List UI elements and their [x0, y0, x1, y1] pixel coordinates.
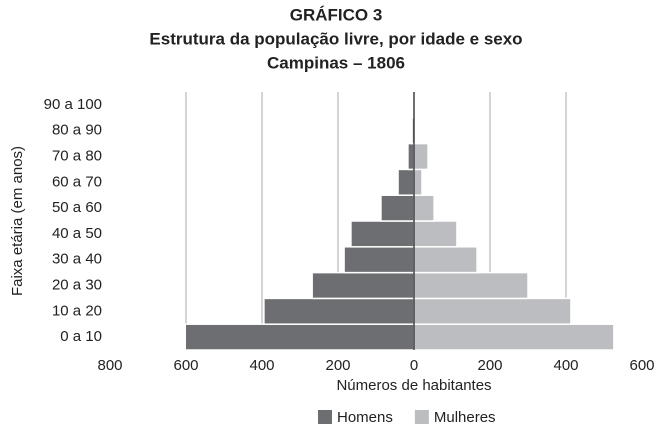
bar — [350, 220, 415, 248]
bar — [184, 323, 415, 351]
bar — [413, 246, 478, 274]
chart-title: Campinas – 1806 — [267, 53, 405, 72]
x-tick-label: 0 — [410, 357, 418, 374]
bar — [413, 142, 429, 171]
y-tick-label: 20 a 30 — [52, 276, 102, 293]
bar — [380, 194, 415, 222]
chart-title: Estrutura da população livre, por idade … — [149, 29, 522, 48]
y-tick-label: 50 a 60 — [52, 199, 102, 216]
x-tick-label: 800 — [97, 357, 122, 374]
y-tick-label: 60 a 70 — [52, 173, 102, 190]
bar — [263, 297, 415, 325]
bar — [413, 297, 572, 325]
bar — [413, 271, 529, 300]
x-tick-label: 600 — [629, 357, 654, 374]
y-tick-label: 80 a 90 — [52, 122, 102, 139]
legend-swatch — [414, 410, 429, 424]
x-tick-label: 400 — [553, 357, 578, 374]
legend-swatch — [318, 410, 332, 424]
bar — [311, 271, 415, 300]
legend-label: Mulheres — [434, 409, 496, 426]
bar — [397, 168, 415, 196]
x-tick-label: 400 — [249, 357, 274, 374]
y-tick-label: 40 a 50 — [52, 225, 102, 242]
bar — [413, 220, 458, 248]
y-tick-label: 70 a 80 — [52, 147, 102, 164]
legend-label: Homens — [337, 409, 393, 426]
bar — [343, 246, 415, 274]
y-tick-label: 0 a 10 — [60, 328, 102, 345]
chart-title: GRÁFICO 3 — [290, 5, 383, 24]
bar — [413, 194, 435, 222]
x-axis-label: Números de habitantes — [336, 377, 491, 394]
y-tick-label: 90 a 100 — [44, 96, 102, 113]
x-tick-label: 200 — [325, 357, 350, 374]
bar — [407, 142, 415, 171]
bar — [413, 323, 615, 351]
x-tick-label: 600 — [173, 357, 198, 374]
y-tick-label: 30 a 40 — [52, 251, 102, 268]
y-tick-label: 10 a 20 — [52, 302, 102, 319]
y-axis-label: Faixa etária (em anos) — [9, 146, 26, 296]
x-tick-label: 200 — [477, 357, 502, 374]
bar — [413, 168, 423, 196]
